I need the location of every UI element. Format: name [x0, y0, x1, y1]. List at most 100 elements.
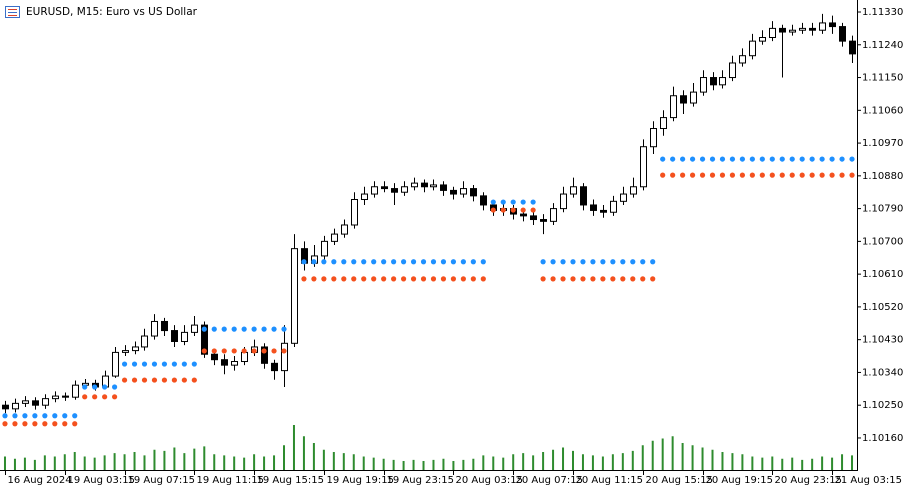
- volume-bar: [113, 453, 116, 470]
- indicator-dot: [789, 156, 795, 162]
- candle-body: [739, 55, 746, 64]
- y-tick-label: 1.10160: [862, 433, 903, 444]
- indicator-dot: [241, 348, 247, 354]
- indicator-dot: [809, 156, 815, 162]
- candle-body: [530, 215, 537, 221]
- indicator-dot: [341, 276, 347, 282]
- indicator-dot: [530, 199, 536, 205]
- candle-body: [151, 320, 158, 337]
- volume-bar: [332, 452, 335, 470]
- indicator-dot: [400, 259, 407, 265]
- candle-body: [271, 362, 278, 372]
- indicator-dot: [420, 259, 427, 265]
- volume-bar: [33, 459, 36, 470]
- candle-body: [331, 233, 338, 242]
- volume-bar: [661, 438, 664, 470]
- indicator-dot: [151, 377, 158, 383]
- x-tick-label: 20 Aug 03:15: [456, 475, 523, 486]
- indicator-dot: [430, 276, 437, 282]
- volume-bar: [641, 445, 644, 470]
- indicator-dot: [381, 276, 387, 282]
- candle-body: [191, 324, 198, 333]
- volume-bar: [631, 450, 634, 470]
- volume-bar: [731, 453, 734, 470]
- indicator-dot: [311, 276, 317, 282]
- candle-body: [520, 213, 527, 217]
- x-tick-label: 20 Aug 15:15: [646, 475, 713, 486]
- indicator-dot: [2, 421, 8, 427]
- volume-bar: [243, 457, 246, 470]
- x-tick-label: 19 Aug 19:15: [327, 475, 394, 486]
- indicator-dot: [12, 421, 18, 427]
- candle-body: [670, 95, 677, 119]
- indicator-dot: [819, 172, 825, 178]
- indicator-dot: [420, 276, 427, 282]
- indicator-dot: [600, 259, 606, 265]
- candle-body: [430, 184, 437, 188]
- candle-body: [480, 195, 487, 206]
- indicator-dot: [351, 259, 357, 265]
- candle-body: [819, 22, 826, 31]
- indicator-dot: [331, 276, 337, 282]
- volume-bar: [571, 450, 574, 470]
- candle-body: [141, 335, 148, 348]
- indicator-dot: [191, 377, 197, 383]
- candle-body: [710, 77, 717, 86]
- indicator-dot: [430, 259, 437, 265]
- candle-body: [201, 324, 208, 355]
- candle-body: [221, 359, 228, 366]
- candle-body: [839, 26, 846, 42]
- chart-title: EURUSD, M15: Euro vs US Dollar: [26, 6, 198, 18]
- indicator-dot: [111, 384, 118, 390]
- volume-bar: [621, 453, 624, 470]
- candle-body: [411, 182, 418, 188]
- volume-bar: [821, 456, 824, 470]
- indicator-dot: [231, 348, 237, 354]
- indicator-dot: [779, 172, 785, 178]
- candle-body: [2, 404, 9, 410]
- candle-body: [690, 91, 697, 104]
- candle-body: [112, 351, 119, 377]
- volume-bar: [442, 458, 445, 470]
- candle-body: [450, 189, 457, 195]
- indicator-dot: [241, 326, 247, 332]
- candle-body: [779, 27, 786, 33]
- candle-body: [580, 186, 587, 206]
- indicator-dot: [759, 172, 765, 178]
- indicator-dot: [680, 156, 686, 162]
- candle-body: [540, 219, 547, 222]
- indicator-dot: [550, 276, 556, 282]
- indicator-dot: [251, 348, 257, 354]
- volume-bar: [73, 452, 76, 470]
- indicator-dot: [102, 384, 108, 390]
- y-tick-label: 1.10790: [862, 204, 903, 215]
- candle-body: [171, 330, 178, 342]
- indicator-dot: [540, 259, 546, 265]
- indicator-dot: [490, 207, 496, 213]
- indicator-dot: [161, 361, 168, 367]
- volume-bar: [771, 456, 774, 470]
- volume-bar: [581, 454, 584, 470]
- symbol-icon: [5, 6, 20, 18]
- volume-bar: [432, 459, 435, 470]
- x-tick-label: 19 Aug 03:15: [68, 475, 135, 486]
- indicator-dot: [62, 421, 68, 427]
- volume-bar: [133, 452, 136, 470]
- indicator-dot: [759, 156, 765, 162]
- indicator-dot: [590, 276, 596, 282]
- indicator-dot: [271, 348, 277, 354]
- indicator-dot: [839, 172, 845, 178]
- indicator-dot: [410, 259, 417, 265]
- indicator-dot: [779, 156, 785, 162]
- indicator-dot: [141, 361, 148, 367]
- indicator-dot: [640, 259, 646, 265]
- indicator-dot: [699, 156, 706, 162]
- indicator-dot: [331, 259, 337, 265]
- indicator-dot: [22, 413, 28, 419]
- indicator-dot: [480, 259, 486, 265]
- indicator-dot: [560, 276, 566, 282]
- indicator-dot: [520, 199, 526, 205]
- candle-body: [361, 193, 368, 201]
- candle-body: [749, 40, 756, 57]
